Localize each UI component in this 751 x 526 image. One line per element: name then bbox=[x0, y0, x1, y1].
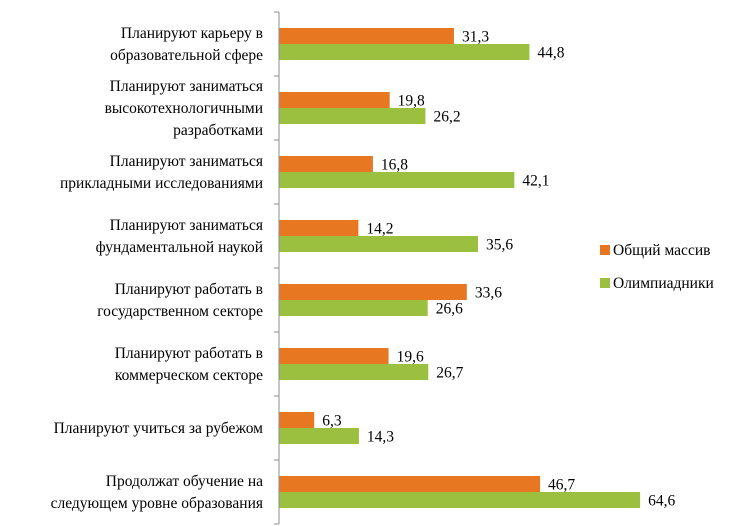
category-label-2: Планируют заниматься прикладными исследов… bbox=[60, 153, 263, 192]
value-label-total-5: 19,6 bbox=[397, 349, 424, 366]
bar-total-3 bbox=[279, 220, 359, 236]
bar-total-2 bbox=[279, 156, 373, 172]
value-label-total-7: 46,7 bbox=[548, 477, 575, 494]
value-label-total-6: 6,3 bbox=[322, 413, 342, 430]
bar-olympiad-7 bbox=[279, 492, 641, 508]
value-label-olympiad-1: 26,2 bbox=[433, 109, 460, 126]
value-label-total-3: 14,2 bbox=[366, 221, 393, 238]
bar-olympiad-4 bbox=[279, 300, 428, 316]
bar-olympiad-3 bbox=[279, 236, 479, 252]
value-label-olympiad-4: 26,6 bbox=[436, 301, 463, 318]
category-label-1: Планируют заниматься высокотехнологичными… bbox=[105, 78, 263, 139]
legend: Общий массив Олимпиадники bbox=[600, 242, 714, 292]
legend-swatch-total bbox=[600, 245, 610, 255]
value-label-total-4: 33,6 bbox=[475, 285, 502, 302]
category-labels: Планируют карьеру в образовательной сфере… bbox=[51, 25, 264, 512]
bars-layer bbox=[279, 28, 641, 508]
value-label-olympiad-5: 26,7 bbox=[436, 365, 463, 382]
bar-total-7 bbox=[279, 476, 541, 492]
legend-label-total: Общий массив bbox=[613, 242, 710, 259]
value-label-total-2: 16,8 bbox=[381, 157, 408, 174]
bar-olympiad-0 bbox=[279, 44, 530, 60]
category-label-4: Планируют работать в государственном сект… bbox=[97, 281, 263, 320]
category-label-6: Планируют учиться за рубежом bbox=[54, 420, 264, 437]
bar-total-6 bbox=[279, 412, 315, 428]
bar-olympiad-5 bbox=[279, 364, 429, 380]
bar-total-4 bbox=[279, 284, 467, 300]
legend-swatch-olympiad bbox=[600, 278, 610, 288]
value-label-olympiad-2: 42,1 bbox=[522, 173, 549, 190]
category-axis-ticks bbox=[274, 11, 279, 525]
category-label-7: Продолжат обучение на следующем уровне об… bbox=[51, 473, 264, 512]
value-labels: 31,3 44,8 19,8 26,2 16,8 42,1 14,2 35,6 33,6 26,6… bbox=[322, 29, 675, 510]
value-label-olympiad-0: 44,8 bbox=[537, 45, 564, 62]
value-label-olympiad-7: 64,6 bbox=[648, 493, 675, 510]
legend-label-olympiad: Олимпиадники bbox=[613, 275, 714, 292]
value-label-total-1: 19,8 bbox=[398, 93, 425, 110]
bar-total-1 bbox=[279, 92, 390, 108]
value-label-total-0: 31,3 bbox=[462, 29, 489, 46]
bar-total-0 bbox=[279, 28, 454, 44]
category-label-5: Планируют работать в коммерческом секторе bbox=[115, 345, 263, 384]
bar-olympiad-2 bbox=[279, 172, 515, 188]
value-label-olympiad-3: 35,6 bbox=[486, 237, 513, 254]
bar-olympiad-6 bbox=[279, 428, 359, 444]
bar-olympiad-1 bbox=[279, 108, 426, 124]
category-label-0: Планируют карьеру в образовательной сфере bbox=[110, 25, 263, 64]
bar-total-5 bbox=[279, 348, 389, 364]
value-label-olympiad-6: 14,3 bbox=[367, 429, 394, 446]
category-label-3: Планируют заниматься фундаментальной наук… bbox=[96, 217, 263, 256]
